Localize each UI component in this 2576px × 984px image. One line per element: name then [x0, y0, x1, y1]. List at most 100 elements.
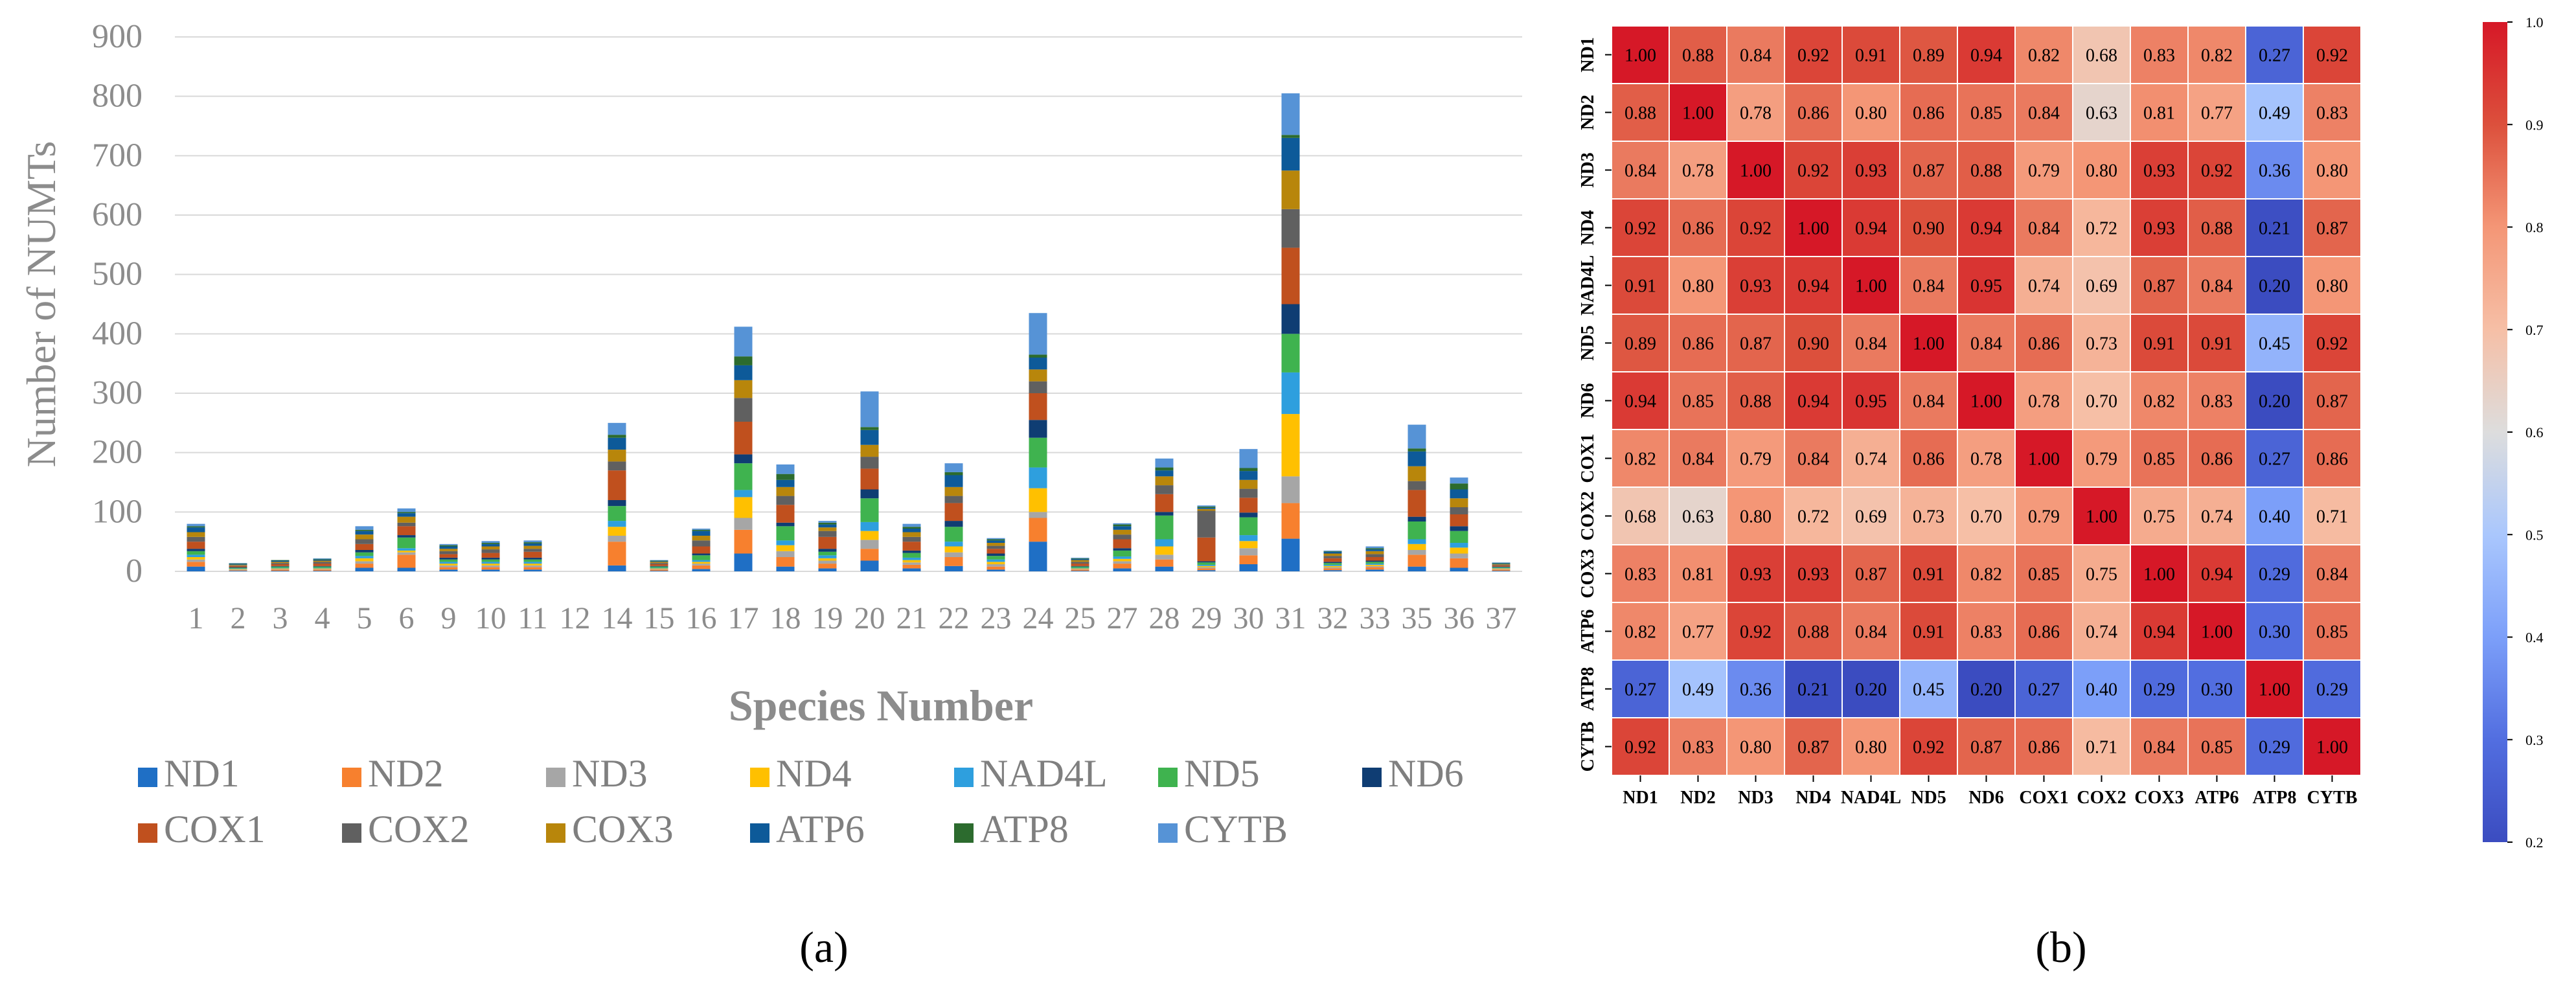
bar-segment [776, 522, 795, 527]
bar-segment [1029, 313, 1047, 355]
heatmap-cell [1899, 486, 1958, 545]
heatmap-cell-value: 0.91 [2143, 334, 2175, 354]
heatmap-cell-value: 0.83 [1624, 565, 1656, 585]
bar-segment [439, 543, 458, 545]
bar-segment [776, 479, 795, 487]
bar-segment [1155, 539, 1174, 547]
bar-segment [271, 566, 290, 568]
heatmap-cell-value: 0.86 [1797, 104, 1829, 124]
x-tick-label: 25 [1065, 601, 1096, 635]
heatmap-cell-value: 0.93 [1855, 161, 1887, 181]
colorbar-tick-label: 0.9 [2525, 117, 2544, 133]
heatmap-row-label: COX1 [1578, 433, 1598, 483]
heatmap-cell-value: 0.88 [1970, 161, 2002, 181]
heatmap-cell [2014, 486, 2073, 545]
bar-segment [1323, 570, 1342, 571]
heatmap-cell-value: 0.89 [1913, 46, 1944, 66]
legend-swatch [138, 823, 157, 843]
bar-segment [1197, 537, 1216, 562]
bar-segment [397, 548, 416, 551]
bar-segment [902, 553, 921, 558]
heatmap-row-label: COX2 [1578, 491, 1598, 540]
x-tick-label: 9 [441, 601, 457, 635]
bar-segment [608, 527, 626, 536]
bar-segment [397, 516, 416, 523]
bar-segment [1155, 512, 1174, 516]
bar-segment [1450, 498, 1468, 507]
bar-segment [1239, 449, 1258, 468]
heatmap-cell [1841, 486, 1900, 545]
heatmap-cell [2187, 717, 2246, 776]
bar-segment [1197, 568, 1216, 571]
heatmap-cell [1726, 371, 1785, 430]
heatmap-cell-value: 0.83 [2201, 392, 2233, 412]
bar-segment [944, 503, 963, 521]
x-tick-label: 6 [399, 601, 415, 635]
heatmap-cell-value: 0.87 [1855, 565, 1887, 585]
bar-segment [1492, 568, 1510, 569]
heatmap-cell-value: 0.27 [2028, 680, 2060, 700]
bar-segment [187, 555, 205, 557]
bar-segment [734, 380, 753, 398]
bar-segment [1492, 565, 1510, 567]
heatmap-row-label: ND5 [1578, 325, 1598, 360]
bar-segment [187, 559, 205, 562]
x-tick-label: 35 [1402, 601, 1433, 635]
bar-segment [650, 568, 668, 569]
heatmap-cell-value: 0.90 [1797, 334, 1829, 354]
heatmap-cell-value: 0.78 [1740, 104, 1772, 124]
bar-segment [523, 565, 542, 567]
bar-segment [481, 569, 500, 571]
bar-segment [818, 549, 837, 552]
heatmap-cell [2303, 314, 2362, 372]
heatmap-cell-value: 0.69 [2086, 277, 2117, 297]
heatmap-cell-value: 0.92 [1797, 46, 1829, 66]
bar-segment [944, 496, 963, 503]
heatmap-row-label: ND2 [1578, 95, 1598, 130]
bar-segment [1450, 507, 1468, 514]
bar-segment [1450, 483, 1468, 490]
bar-segment [608, 470, 626, 500]
heatmap-cell [2245, 486, 2304, 545]
bar-segment [1323, 558, 1342, 562]
heatmap-cell-value: 0.36 [2259, 161, 2290, 181]
heatmap-row-label: ND4 [1578, 210, 1598, 245]
bar-segment [1113, 558, 1132, 562]
heatmap-cell-value: 0.82 [2028, 46, 2060, 66]
bar-segment [229, 564, 247, 566]
bar-segment [355, 552, 374, 556]
heatmap-cell-value: 0.29 [2259, 565, 2290, 585]
heatmap-col-label: ND2 [1680, 788, 1715, 808]
legend-label: ATP6 [776, 808, 865, 851]
bar-segment [860, 427, 879, 430]
heatmap-cell [2187, 256, 2246, 315]
heatmap-cell [2187, 486, 2246, 545]
bar-segment [1071, 558, 1089, 560]
bar-segment [986, 566, 1005, 570]
heatmap-cell-value: 0.70 [2086, 392, 2117, 412]
heatmap-cell-value: 0.75 [2086, 565, 2117, 585]
bar-segment [1408, 521, 1426, 540]
bar-segment [860, 521, 879, 531]
heatmap-cell [1841, 198, 1900, 257]
heatmap-cell-value: 0.88 [1682, 46, 1714, 66]
bar-segment [1155, 485, 1174, 494]
bar-segment [1071, 564, 1089, 566]
bar-segment [1239, 541, 1258, 549]
bar-segment [1029, 369, 1047, 382]
bar-segment [692, 565, 711, 569]
bar-segment [1323, 567, 1342, 569]
bar-segment [986, 564, 1005, 567]
heatmap-cell [2245, 256, 2304, 315]
bar-segment [1365, 554, 1384, 557]
bar-segment [650, 569, 668, 571]
bar-segment [271, 560, 290, 562]
bar-segment [1450, 543, 1468, 548]
heatmap-cell-value: 0.30 [2201, 680, 2233, 700]
heatmap-cell [1899, 256, 1958, 315]
bar-segment [1197, 570, 1216, 571]
heatmap-cell [1899, 602, 1958, 661]
bar-segment [187, 523, 205, 527]
bar-segment [481, 565, 500, 567]
heatmap-cell-value: 0.72 [1797, 507, 1829, 527]
